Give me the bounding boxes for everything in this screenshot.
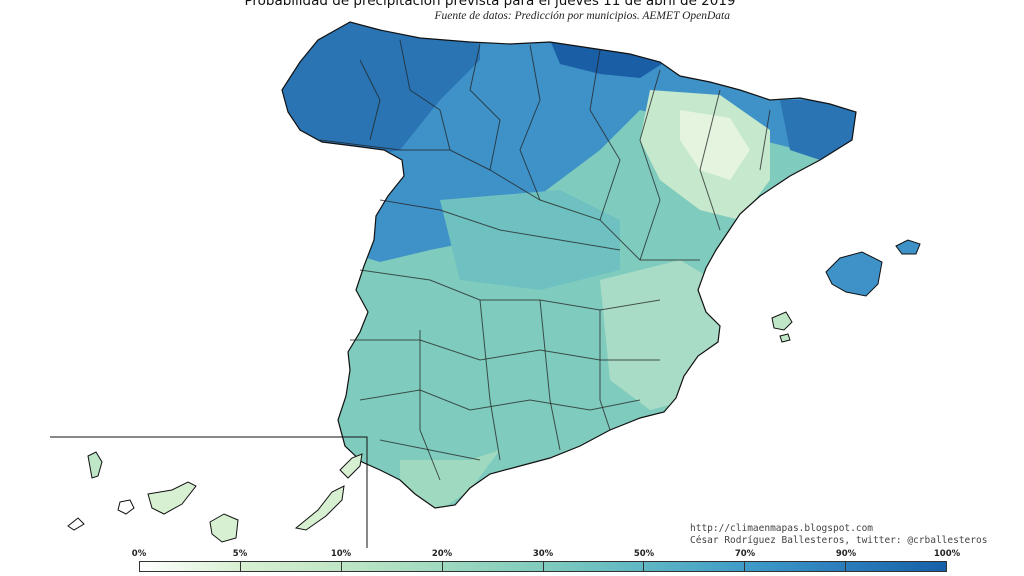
map-subtitle: Fuente de datos: Predicción por municipi… — [434, 10, 730, 22]
la-gomera — [117, 499, 135, 515]
zone-center-mid — [440, 190, 620, 290]
gran-canaria — [209, 513, 239, 543]
legend-tick: 20% — [431, 549, 453, 559]
legend-swatch-30-50 — [543, 562, 645, 571]
legend-colorbar — [139, 561, 947, 572]
legend-swatch-20-30 — [442, 562, 544, 571]
legend-tick: 10% — [330, 549, 352, 559]
zone-catalonia-high — [780, 100, 856, 160]
credits-url: http://climaenmapas.blogspot.com — [690, 523, 874, 534]
tenerife — [147, 481, 197, 515]
legend-tick: 0% — [131, 549, 147, 559]
ibiza — [771, 311, 793, 331]
fuerteventura — [294, 485, 345, 531]
legend-swatch-50-70 — [644, 562, 746, 571]
peninsula-outline — [281, 21, 857, 509]
legend-swatch-70-90 — [745, 562, 847, 571]
menorca — [895, 239, 921, 255]
formentera — [779, 333, 791, 343]
credits: http://climaenmapas.blogspot.com César R… — [690, 523, 987, 547]
legend-tick: 30% — [532, 549, 554, 559]
legend-tick: 100% — [933, 549, 961, 559]
balearic-islands — [771, 239, 921, 343]
legend-ticks: 0% 5% 10% 20% 30% 50% 70% 90% 100% — [0, 549, 1024, 561]
map-title: Probabilidad de precipitación prevista p… — [244, 0, 736, 9]
lanzarote — [339, 453, 363, 479]
el-hierro — [67, 517, 85, 531]
mallorca — [825, 251, 883, 297]
province-borders — [319, 39, 771, 481]
inset-frame — [50, 436, 368, 548]
legend-swatch-5-10 — [240, 562, 342, 571]
legend-tick: 5% — [232, 549, 248, 559]
zone-ebro-verylow — [680, 110, 750, 180]
peninsula-map — [281, 21, 857, 509]
canary-inset — [50, 436, 368, 548]
legend-swatch-10-20 — [341, 562, 443, 571]
legend-swatch-0-5 — [140, 562, 241, 571]
zone-south-lowmid — [400, 450, 500, 508]
la-palma — [87, 451, 103, 479]
legend-swatch-90-100 — [846, 562, 946, 571]
legend-tick: 90% — [835, 549, 857, 559]
legend-tick: 50% — [633, 549, 655, 559]
legend-tick: 70% — [734, 549, 756, 559]
credits-author: César Rodríguez Ballesteros, twitter: @c… — [690, 535, 988, 546]
